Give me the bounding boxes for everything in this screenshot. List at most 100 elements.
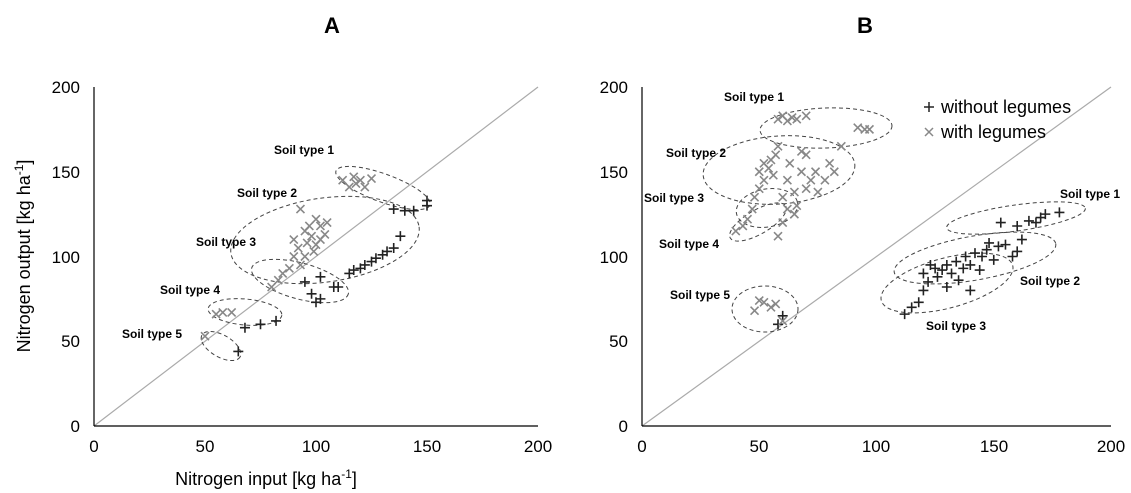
- panel-a-plus-point-0-7: [315, 293, 326, 304]
- panel-b-cross-point-1-17: [768, 170, 778, 180]
- panel-b-cross-point-1-6: [731, 226, 741, 236]
- panel-a-cross-point-1-19: [311, 214, 321, 224]
- panel-b-cross-point-1-46: [853, 123, 863, 133]
- legend-cross-marker-icon: [924, 127, 934, 137]
- panel-b-plus-point-0-14: [946, 268, 957, 279]
- panel-b-cross-point-1-29: [796, 167, 807, 177]
- panel-b-soil-type-5-upper-region: [731, 285, 799, 333]
- panel-a-cross-point-1-12: [300, 251, 310, 262]
- legend-label-without-legumes: without legumes: [940, 97, 1071, 117]
- panel-b-cross-point-1-25: [785, 158, 795, 168]
- panel-b-cross-point-1-2: [759, 297, 769, 307]
- panel-b-y-tick-0: 0: [619, 417, 628, 436]
- panel-b-y-tick-50: 50: [609, 332, 628, 351]
- panel-a-soil-type-1-region: [335, 165, 431, 211]
- panel-b-cross-point-1-38: [796, 146, 807, 156]
- panel-b-cross-point-1-0: [749, 306, 760, 316]
- panel-a-plus-point-0-10: [333, 282, 344, 293]
- panel-a-label-soil-type-4: Soil type 4: [160, 283, 220, 297]
- panel-b-label-soil-type-1-lower: Soil type 1: [1060, 187, 1120, 201]
- panel-b-plus-point-0-13: [941, 282, 952, 293]
- panel-b-soil-type-3-lower-region: [880, 252, 1014, 314]
- panel-a-cross-point-1-16: [306, 231, 317, 241]
- panel-a-plus-point-0-20: [395, 231, 406, 242]
- panel-b-cross-point-1-26: [789, 209, 799, 219]
- panel-a-label-soil-type-5: Soil type 5: [122, 327, 182, 341]
- panel-a-cross-point-1-23: [322, 218, 332, 228]
- panel-b-plus-point-0-28: [995, 217, 1006, 228]
- panel-a-cross-point-1-30: [360, 182, 370, 192]
- panel-b-plus-point-0-0: [773, 319, 784, 330]
- panel-a-cross-point-1-17: [309, 246, 319, 256]
- panel-a-soil-type-2-3-region: [230, 195, 420, 285]
- panel-a-plus-point-0-19: [388, 243, 399, 254]
- panel-a-soil-type-5-region: [200, 330, 242, 362]
- panel-b-plus-point-0-18: [960, 251, 971, 262]
- panel-a-cross-point-1-22: [320, 229, 330, 240]
- panel-a-x-tick-50: 50: [196, 437, 215, 456]
- panel-b-label-soil-type-3-lower: Soil type 3: [926, 319, 986, 333]
- panel-a-plus-point-0-25: [422, 200, 432, 211]
- panel-b-label-soil-type-3-upper: Soil type 3: [644, 191, 704, 205]
- panel-b-cross-point-1-19: [773, 141, 783, 151]
- panel-b-plus-point-0-2: [899, 309, 910, 320]
- panel-a-cross-point-1-6: [278, 268, 288, 279]
- panel-b-plus-point-0-15: [951, 256, 962, 267]
- panel-b-plus-point-0-3: [906, 302, 917, 313]
- panel-b-one-to-one-line: [641, 86, 1112, 427]
- legend: without legumes with legumes: [924, 97, 1071, 142]
- panel-b-plus-point-0-34: [1023, 215, 1034, 226]
- panel-b-cross-point-1-15: [764, 163, 774, 173]
- panel-b-cross-point-1-9: [747, 204, 757, 214]
- panel-b-plus-point-0-19: [965, 259, 976, 270]
- panel-a-soil-type-3-4-region: [250, 258, 350, 304]
- panel-b-cross-point-1-11: [754, 184, 764, 194]
- panel-b-plus-point-0-37: [1040, 209, 1051, 220]
- panel-b-plus-point-0-22: [974, 265, 985, 276]
- panel-b-soil-type-1-upper-region: [759, 107, 893, 149]
- panel-b-label-soil-type-1-upper: Soil type 1: [724, 90, 784, 104]
- panel-b-x-tick-150: 150: [980, 437, 1008, 456]
- panel-b-plus-point-0-5: [918, 285, 929, 296]
- panel-a-label-soil-type-2: Soil type 2: [237, 186, 297, 200]
- panel-b-soil-type-4-upper-region: [729, 202, 787, 242]
- panel-b-cross-point-1-8: [742, 214, 753, 224]
- panel-b-cross-point-1-27: [789, 187, 799, 197]
- panel-b-cross-point-1-4: [771, 299, 781, 309]
- panel-b-label-soil-type-2-lower: Soil type 2: [1020, 274, 1080, 288]
- panel-b-cross-point-1-12: [754, 167, 764, 177]
- panel-b-plus-point-0-4: [913, 297, 924, 308]
- panel-a-plus-point-0-0: [233, 346, 244, 357]
- panel-a-plus-point-0-5: [306, 288, 317, 299]
- panel-a-x-tick-200: 200: [524, 437, 552, 456]
- panel-b-plus-point-0-32: [1012, 220, 1023, 231]
- panel-b-plus-point-0-11: [937, 265, 948, 276]
- panel-a-y-tick-150: 150: [52, 163, 80, 182]
- panel-b-cross-point-1-36: [829, 167, 839, 177]
- panel-b-cross-point-1-28: [792, 201, 802, 211]
- panel-a-plus-point-0-1: [239, 322, 250, 333]
- panel-b-plus-point-0-1: [777, 310, 788, 321]
- panel-a-cross-point-1-26: [344, 182, 354, 192]
- panel-a-cross-point-1-0: [200, 331, 210, 341]
- panel-a-cross-point-1-31: [366, 173, 377, 184]
- panel-a-cross-point-1-9: [289, 234, 299, 245]
- panel-a-cross-point-1-11: [295, 260, 306, 270]
- panel-a-x-tick-100: 100: [302, 437, 330, 456]
- panel-a: A 0 50 100 150 200 0 50 100 150 200 Nitr…: [12, 13, 552, 489]
- panel-a-plus-point-0-18: [382, 246, 393, 257]
- panel-b-plus-point-0-16: [953, 275, 964, 286]
- panel-b-cross-point-1-20: [773, 231, 783, 241]
- panel-b-plus-point-0-31: [1012, 246, 1023, 257]
- panel-b-cross-point-1-34: [820, 175, 830, 185]
- panel-b-plus-point-0-7: [923, 276, 934, 287]
- panel-a-x-axis-title: Nitrogen input [kg ha-1]: [175, 467, 357, 489]
- panel-a-label-soil-type-1: Soil type 1: [274, 143, 334, 157]
- panel-b-cross-point-1-3: [766, 302, 776, 312]
- panel-a-cross-point-1-4: [267, 282, 277, 292]
- panel-b-cross-point-1-35: [825, 158, 835, 168]
- panel-b-cross-point-1-42: [782, 116, 792, 126]
- panel-a-plus-point-0-14: [359, 259, 370, 270]
- panel-b-cross-point-1-40: [773, 114, 783, 124]
- panel-a-cross-point-1-1: [211, 309, 221, 319]
